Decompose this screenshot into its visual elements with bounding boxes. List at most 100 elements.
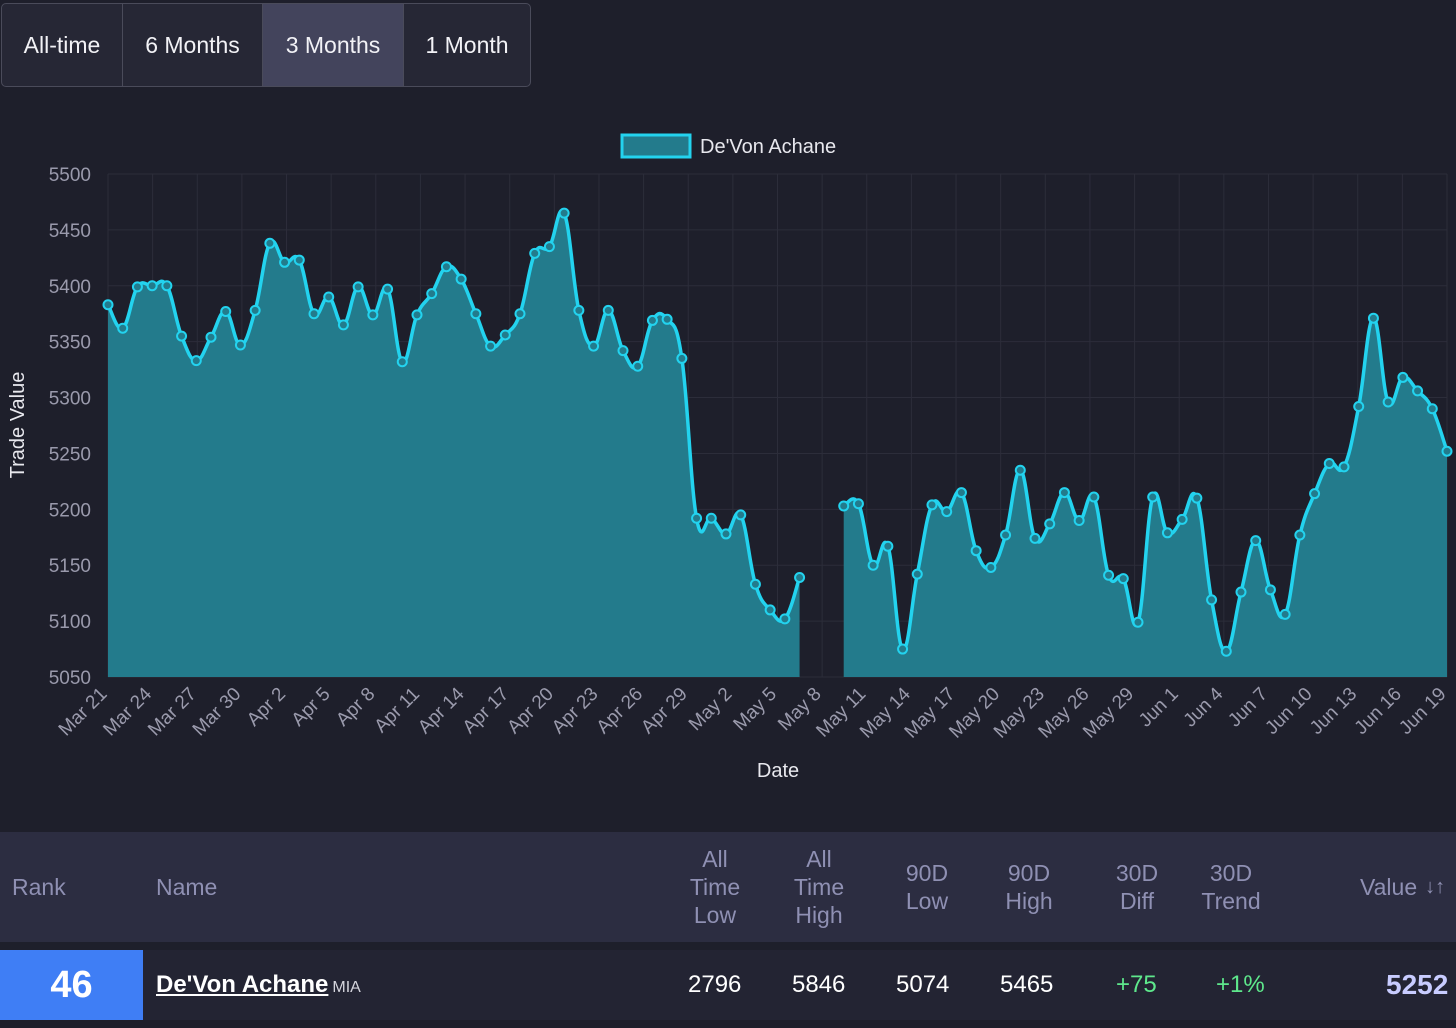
header-atl-line-3: Low xyxy=(693,902,737,928)
all-time-low-value: 2796 xyxy=(688,971,742,998)
data-point xyxy=(161,280,173,292)
data-point xyxy=(1367,312,1379,324)
data-point xyxy=(1338,461,1350,473)
x-tick-label: Apr 5 xyxy=(288,684,335,731)
tab-3-months[interactable]: 3 Months xyxy=(263,4,404,86)
y-tick-label: 5300 xyxy=(49,389,91,410)
x-tick-label: Apr 17 xyxy=(459,684,513,738)
sort-icon[interactable]: ↓↑ xyxy=(1425,876,1446,898)
team-label: MIA xyxy=(332,979,361,996)
data-point xyxy=(882,540,894,552)
data-point xyxy=(1103,569,1115,581)
tab-6-months[interactable]: 6 Months xyxy=(123,4,263,86)
x-tick-label: Mar 30 xyxy=(189,684,246,741)
tab-1-month[interactable]: 1 Month xyxy=(425,31,509,58)
data-point xyxy=(367,309,379,321)
x-tick-label: Mar 21 xyxy=(55,684,112,741)
data-point xyxy=(838,500,850,512)
all-time-high-value: 5846 xyxy=(792,971,846,998)
x-tick-label: Apr 26 xyxy=(593,684,647,738)
header-30d-trend[interactable]: 30D Trend xyxy=(1186,832,1276,942)
data-point xyxy=(264,237,276,249)
data-point xyxy=(455,273,467,285)
data-point xyxy=(1441,445,1453,457)
30d-diff-value: +75 xyxy=(1116,971,1157,998)
90d-high-value: 5465 xyxy=(1000,971,1054,998)
data-point xyxy=(1132,616,1144,628)
header-value[interactable]: Value ↓↑ xyxy=(1360,832,1445,942)
header-90d-high[interactable]: 90D High xyxy=(984,832,1074,942)
header-rank[interactable]: Rank xyxy=(12,874,66,900)
data-point xyxy=(234,339,246,351)
header-30d-trend-line-2: Trend xyxy=(1201,888,1261,914)
table-row[interactable]: 46 De'Von Achane MIA 2796 5846 5074 5465… xyxy=(0,950,1456,1020)
data-point xyxy=(514,308,526,320)
data-point xyxy=(1029,532,1041,544)
data-point xyxy=(220,305,232,317)
data-point xyxy=(1412,385,1424,397)
data-point xyxy=(1191,492,1203,504)
header-value-label: Value xyxy=(1360,874,1418,900)
header-all-time-high[interactable]: All Time High xyxy=(774,832,864,942)
data-point xyxy=(102,299,114,311)
header-30d-trend-line-1: 30D xyxy=(1209,860,1253,886)
data-point xyxy=(1147,491,1159,503)
y-tick-label: 5500 xyxy=(49,165,91,186)
data-point xyxy=(911,568,923,580)
data-point xyxy=(279,256,291,268)
x-tick-label: Mar 27 xyxy=(144,684,201,741)
data-point xyxy=(941,506,953,518)
data-point xyxy=(190,355,202,367)
data-point xyxy=(985,561,997,573)
data-point xyxy=(1279,608,1291,620)
header-atl-line-1: All xyxy=(702,846,728,872)
x-tick-label: Apr 11 xyxy=(371,684,424,737)
header-90d-low-line-2: Low xyxy=(905,888,949,914)
data-point xyxy=(1294,529,1306,541)
data-point xyxy=(205,331,217,343)
header-ath-line-1: All xyxy=(806,846,832,872)
data-point xyxy=(1073,515,1085,527)
data-point xyxy=(1309,488,1321,500)
data-point xyxy=(1161,527,1173,539)
table-header: Rank Name All Time Low All Time High 90D Low … xyxy=(0,832,1456,942)
header-30d-diff[interactable]: 30D Diff xyxy=(1092,832,1182,942)
time-range-tabs: All-time 6 Months 3 Months 1 Month xyxy=(1,3,531,87)
data-point xyxy=(1250,535,1262,547)
data-point xyxy=(308,308,320,320)
data-point xyxy=(602,304,614,316)
x-tick-label: May 2 xyxy=(685,684,736,735)
trade-value: 5252 xyxy=(1386,969,1449,1000)
tab-all-time[interactable]: All-time xyxy=(2,4,123,86)
data-point xyxy=(1382,396,1394,408)
90d-low-value: 5074 xyxy=(896,971,950,998)
x-tick-label: Apr 2 xyxy=(243,684,290,731)
data-point xyxy=(529,247,541,259)
y-tick-label: 5050 xyxy=(49,668,91,689)
data-point xyxy=(720,528,732,540)
data-point xyxy=(396,356,408,368)
x-tick-label: Mar 24 xyxy=(100,683,157,740)
area-fill xyxy=(843,318,1447,677)
data-point xyxy=(323,291,335,303)
header-all-time-low[interactable]: All Time Low xyxy=(670,832,760,942)
area-fill xyxy=(108,210,800,677)
y-axis-label: Trade Value xyxy=(7,372,29,479)
header-90d-low[interactable]: 90D Low xyxy=(882,832,972,942)
data-point xyxy=(1058,487,1070,499)
x-tick-label: Jun 19 xyxy=(1395,684,1450,739)
data-point xyxy=(779,613,791,625)
y-tick-label: 5250 xyxy=(49,444,91,465)
header-30d-diff-line-2: Diff xyxy=(1119,888,1155,914)
data-point xyxy=(426,288,438,300)
data-point xyxy=(337,319,349,331)
data-point xyxy=(499,329,511,341)
player-name-link[interactable]: De'Von Achane xyxy=(156,971,329,998)
data-point xyxy=(617,345,629,357)
data-point xyxy=(1206,594,1218,606)
data-point xyxy=(1117,573,1129,585)
header-name[interactable]: Name xyxy=(156,874,218,900)
data-point xyxy=(543,241,555,253)
trade-value-chart: 5500 5450 5400 5350 5300 5250 5200 5150 5100 5050… xyxy=(7,133,1453,782)
data-point xyxy=(691,512,703,524)
